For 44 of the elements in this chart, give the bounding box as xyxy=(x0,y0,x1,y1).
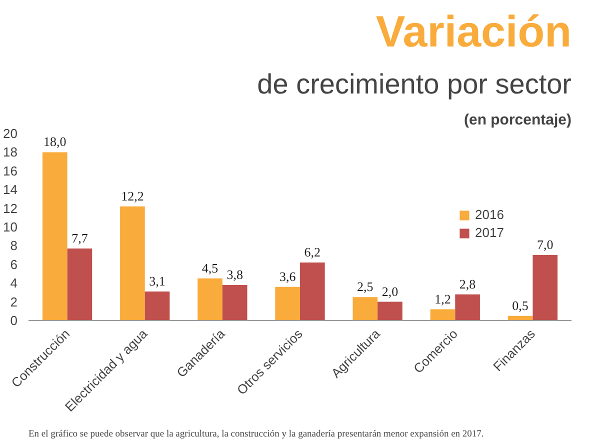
y-tick-label: 18 xyxy=(3,144,18,160)
y-tick-label: 12 xyxy=(3,200,18,216)
bar xyxy=(120,206,145,320)
y-tick-label: 10 xyxy=(3,220,18,234)
bar xyxy=(352,297,378,320)
bar xyxy=(42,152,68,320)
data-label: 0,5 xyxy=(512,298,528,313)
legend-label: 2017 xyxy=(475,225,504,240)
y-tick-label: 8 xyxy=(10,238,18,254)
data-label: 4,5 xyxy=(202,260,218,276)
legend-label: 2016 xyxy=(475,207,504,222)
bar xyxy=(222,284,248,320)
y-tick-label: 14 xyxy=(3,182,18,198)
y-tick-label: 0 xyxy=(10,313,18,328)
bar xyxy=(300,262,325,320)
y-tick-label: 16 xyxy=(3,163,18,178)
y-axis-title: (en porcentaje) xyxy=(464,112,572,128)
chart-title: Variación xyxy=(376,8,572,56)
data-label: 3,8 xyxy=(226,266,243,282)
data-label: 7,7 xyxy=(72,230,88,246)
data-label: 2,8 xyxy=(459,276,476,292)
data-label: 3,1 xyxy=(149,274,166,289)
bar xyxy=(532,255,558,320)
y-tick-label: 20 xyxy=(3,126,18,141)
data-label: 3,6 xyxy=(279,268,296,284)
bar xyxy=(67,248,92,320)
y-tick-label: 6 xyxy=(10,256,18,272)
data-label: 2,5 xyxy=(357,279,374,294)
bar xyxy=(275,286,300,320)
data-label: 2,0 xyxy=(382,284,398,299)
y-tick-label: 2 xyxy=(10,294,18,310)
data-label: 7,0 xyxy=(537,237,554,252)
data-label: 1,2 xyxy=(434,291,451,306)
y-tick-label: 4 xyxy=(10,276,18,291)
bar xyxy=(144,292,170,320)
data-label: 6,2 xyxy=(304,244,321,260)
data-label: 18,0 xyxy=(44,134,66,150)
data-label: 12,2 xyxy=(121,188,144,204)
chart-subtitle: de crecimiento por sector xyxy=(257,68,572,100)
bar xyxy=(198,278,222,320)
bar xyxy=(430,309,456,320)
bar xyxy=(378,302,402,320)
bar xyxy=(455,294,480,320)
text: En el gráfico se puede observar que la agricultura, la construcción y la ganadería presentarán menor expansión en 2017. xyxy=(28,430,484,440)
